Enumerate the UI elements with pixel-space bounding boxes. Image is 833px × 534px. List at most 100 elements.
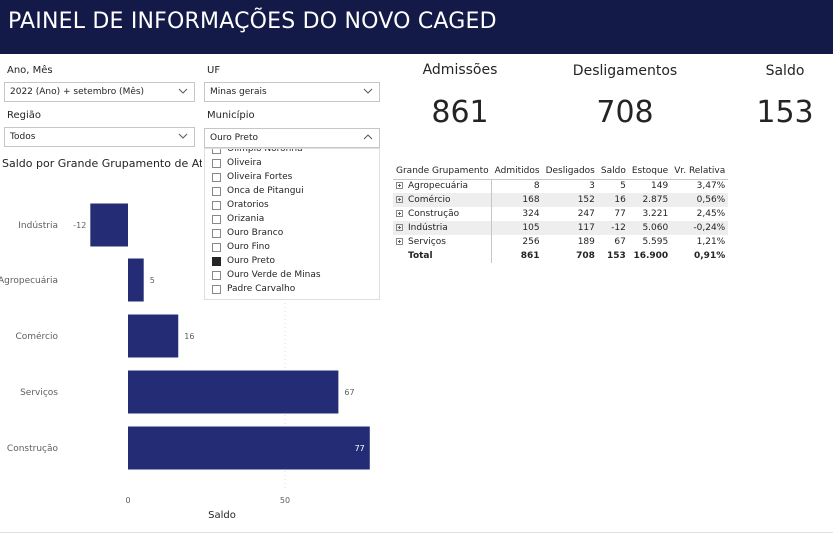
checkbox-icon[interactable] (212, 242, 221, 252)
cell-admitidos: 256 (522, 237, 540, 247)
cell-saldo: 67 (614, 237, 626, 247)
checkbox-icon[interactable] (212, 270, 221, 280)
municipio-option[interactable]: Onca de Pitangui (212, 184, 304, 198)
col-header-grupamento[interactable]: Grande Grupamento (393, 163, 492, 180)
municipio-listbox[interactable]: Olímpio Noronha Oliveira Oliveira Fortes On… (204, 148, 380, 300)
cell-estoque: 2.875 (628, 193, 672, 207)
col-header-admitidos[interactable]: Admitidos (491, 163, 543, 180)
data-label: -12 (73, 221, 86, 230)
grupamento-matrix: Grande Grupamento Admitidos Desligados S… (393, 163, 729, 263)
bar[interactable] (90, 203, 128, 247)
total-desligados: 708 (576, 251, 595, 261)
col-header-estoque[interactable]: Estoque (628, 163, 672, 180)
uf-value: Minas gerais (210, 87, 267, 97)
municipio-option[interactable]: Ouro Preto (212, 254, 275, 268)
total-saldo: 153 (607, 251, 626, 261)
checkbox-icon[interactable] (212, 228, 221, 238)
cell-grupamento[interactable]: Serviços (393, 235, 493, 249)
cell-saldo: -12 (597, 221, 629, 235)
municipio-option[interactable]: Olímpio Noronha (212, 148, 303, 156)
cell-saldo: 16 (597, 193, 629, 207)
cell-grupamento[interactable]: Indústria (393, 221, 493, 235)
checkbox-icon[interactable] (212, 214, 221, 224)
checkbox-icon[interactable] (212, 284, 221, 294)
checkbox-checked-icon[interactable] (212, 256, 221, 266)
category-label: Indústria (18, 221, 58, 231)
checkbox-icon[interactable] (212, 200, 221, 210)
municipio-option-label: Ouro Branco (227, 228, 284, 238)
cell-admitidos: 324 (522, 209, 540, 219)
municipio-option[interactable]: Oratorios (212, 198, 269, 212)
total-grupamento: Total (393, 249, 493, 263)
x-tick-label: 0 (125, 496, 130, 505)
municipio-label: Município (207, 110, 255, 121)
regiao-value: Todos (10, 132, 36, 142)
municipio-option[interactable]: Padre Carvalho (212, 282, 295, 296)
cell-desligados: 247 (577, 209, 595, 219)
expand-plus-icon[interactable] (396, 210, 403, 217)
checkbox-icon[interactable] (212, 186, 221, 196)
table-row: Indústria 105 117 -12 5.060 -0,24% (393, 221, 729, 235)
table-row: Serviços 256 189 67 5.595 1,21% (393, 235, 728, 249)
municipio-option-label: Orizania (227, 214, 265, 224)
category-label: Construção (7, 444, 59, 454)
total-row: Total 861 708 153 16.900 0,91% (393, 249, 728, 263)
municipio-option[interactable]: Oliveira Fortes (212, 170, 292, 184)
municipio-dropdown[interactable]: Ouro Preto (204, 128, 380, 148)
expand-plus-icon[interactable] (396, 238, 403, 245)
category-label: Comércio (15, 331, 58, 342)
ano-mes-label: Ano, Mês (7, 65, 53, 76)
header-bar: PAINEL DE INFORMAÇÕES DO NOVO CAGED (0, 0, 833, 54)
municipio-option[interactable]: Ouro Verde de Minas (212, 268, 321, 282)
municipio-option-label: Ouro Fino (227, 242, 270, 252)
bar[interactable] (128, 258, 144, 302)
saldo-value: 153 (756, 95, 814, 130)
cell-grupamento[interactable]: Agropecuária (393, 179, 493, 193)
x-axis-label: Saldo (208, 510, 236, 521)
table-row: Construção 324 247 77 3.221 2,45% (393, 207, 728, 221)
cell-grupamento[interactable]: Comércio (393, 193, 493, 207)
cell-saldo: 5 (620, 181, 626, 192)
category-label: Serviços (20, 388, 58, 398)
municipio-option-label: Olímpio Noronha (227, 148, 303, 154)
total-estoque: 16.900 (633, 251, 669, 261)
cell-grupamento[interactable]: Construção (393, 207, 493, 221)
cell-vr-relativa: 1,21% (696, 237, 726, 247)
ano-mes-dropdown[interactable]: 2022 (Ano) + setembro (Mês) (4, 82, 195, 102)
bar[interactable] (128, 370, 339, 414)
bottom-divider (0, 532, 833, 533)
row-label: Construção (408, 209, 460, 219)
table-row: Agropecuária 8 3 5 149 3,47% (393, 179, 728, 193)
chevron-down-icon (177, 85, 189, 97)
cell-estoque: 5.595 (642, 237, 669, 247)
cell-admitidos: 105 (491, 221, 543, 235)
col-header-vr-relativa[interactable]: Vr. Relativa (671, 163, 729, 180)
municipio-option[interactable]: Orizania (212, 212, 264, 226)
uf-label: UF (207, 65, 221, 76)
ano-mes-value: 2022 (Ano) + setembro (Mês) (10, 87, 145, 97)
expand-plus-icon[interactable] (396, 182, 403, 190)
matrix-header-row: Grande Grupamento Admitidos Desligados S… (393, 163, 729, 180)
bar[interactable] (128, 426, 370, 470)
cell-vr-relativa: 2,45% (696, 209, 726, 219)
cell-vr-relativa: 0,56% (671, 193, 729, 207)
col-header-desligados[interactable]: Desligados (542, 163, 598, 180)
row-label: Serviços (408, 237, 446, 247)
municipio-option[interactable]: Ouro Fino (212, 240, 270, 254)
admissoes-value: 861 (431, 95, 489, 130)
expand-plus-icon[interactable] (396, 224, 403, 231)
municipio-option[interactable]: Oliveira (212, 156, 262, 170)
bar[interactable] (128, 314, 179, 358)
expand-plus-icon[interactable] (396, 196, 403, 203)
checkbox-icon[interactable] (212, 172, 221, 182)
cell-vr-relativa: 3,47% (696, 181, 726, 192)
municipio-value: Ouro Preto (210, 133, 259, 143)
cell-admitidos: 8 (533, 181, 540, 192)
checkbox-icon[interactable] (212, 158, 221, 168)
cell-admitidos: 168 (491, 193, 543, 207)
col-header-saldo[interactable]: Saldo (597, 163, 629, 180)
uf-dropdown[interactable]: Minas gerais (204, 82, 380, 102)
checkbox-icon[interactable] (212, 149, 221, 154)
regiao-dropdown[interactable]: Todos (4, 127, 195, 147)
municipio-option[interactable]: Ouro Branco (212, 226, 283, 240)
